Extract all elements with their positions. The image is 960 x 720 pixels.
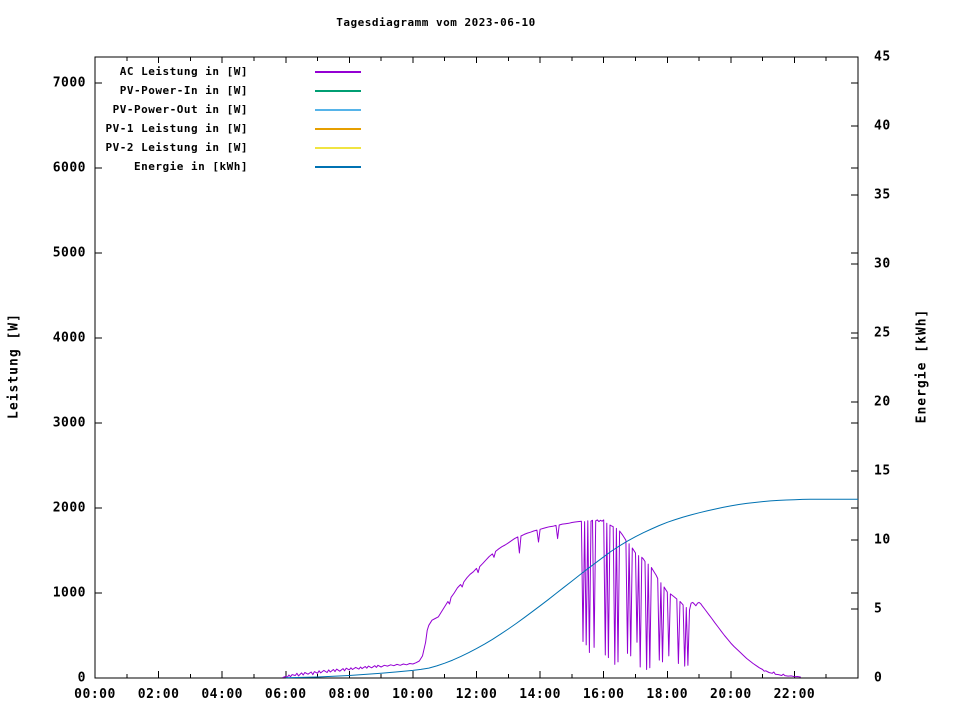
legend-color-line [315,166,361,168]
x-tick-label: 22:00 [773,687,816,702]
legend-color-line [315,147,361,149]
legend-label: PV-2 Leistung in [W] [105,141,248,154]
y-left-tick-label: 3000 [52,415,86,431]
legend: AC Leistung in [W] PV-Power-In in [W] PV-P… [95,63,365,177]
x-tick-label: 08:00 [328,687,371,702]
y-left-tick-label: 4000 [52,330,86,346]
y-right-tick-label: 5 [874,601,883,617]
y-right-tick-label: 20 [874,394,891,410]
legend-label: Energie in [kWh] [134,160,248,173]
x-tick-label: 12:00 [455,687,498,702]
x-tick-label: 04:00 [201,687,243,702]
y-left-tick-label: 2000 [52,500,86,516]
legend-color-line [315,128,361,130]
y-right-tick-label: 45 [874,49,891,65]
series-line-ac-leistung [282,519,801,679]
x-tick-label: 02:00 [137,687,180,702]
legend-label: PV-Power-In in [W] [119,84,248,97]
legend-color-line [315,71,361,73]
legend-item-pv2-leistung: PV-2 Leistung in [W] [95,139,365,158]
legend-item-pv-power-out: PV-Power-Out in [W] [95,101,365,120]
legend-color-line [315,109,361,111]
y-right-tick-label: 0 [874,670,883,686]
x-tick-label: 00:00 [74,687,116,702]
x-tick-label: 20:00 [710,687,752,702]
x-tick-label: 16:00 [582,687,625,702]
legend-label: AC Leistung in [W] [119,65,248,78]
x-tick-label: 18:00 [646,687,689,702]
y-left-tick-label: 5000 [52,245,86,261]
y-right-tick-label: 40 [874,118,891,134]
y-right-tick-label: 10 [874,532,891,548]
legend-item-pv1-leistung: PV-1 Leistung in [W] [95,120,365,139]
x-tick-label: 14:00 [519,687,561,702]
legend-label: PV-Power-Out in [W] [112,103,248,116]
y-right-tick-label: 35 [874,187,891,203]
chart-title: Tagesdiagramm vom 2023-06-10 [336,16,536,29]
y-right-tick-label: 25 [874,325,891,341]
legend-item-energie: Energie in [kWh] [95,158,365,177]
y-left-tick-label: 1000 [52,585,86,601]
y-left-tick-label: 6000 [52,160,86,176]
x-tick-label: 10:00 [392,687,434,702]
series-line-energie [285,498,858,679]
y-left-tick-label: 7000 [52,75,86,91]
legend-label: PV-1 Leistung in [W] [105,122,248,135]
y-right-tick-label: 30 [874,256,891,272]
legend-item-pv-power-in: PV-Power-In in [W] [95,82,365,101]
y-left-tick-label: 0 [77,670,86,686]
x-tick-label: 06:00 [264,687,307,702]
y-right-tick-label: 15 [874,463,891,479]
legend-item-ac-leistung: AC Leistung in [W] [95,63,365,82]
legend-color-line [315,90,361,92]
